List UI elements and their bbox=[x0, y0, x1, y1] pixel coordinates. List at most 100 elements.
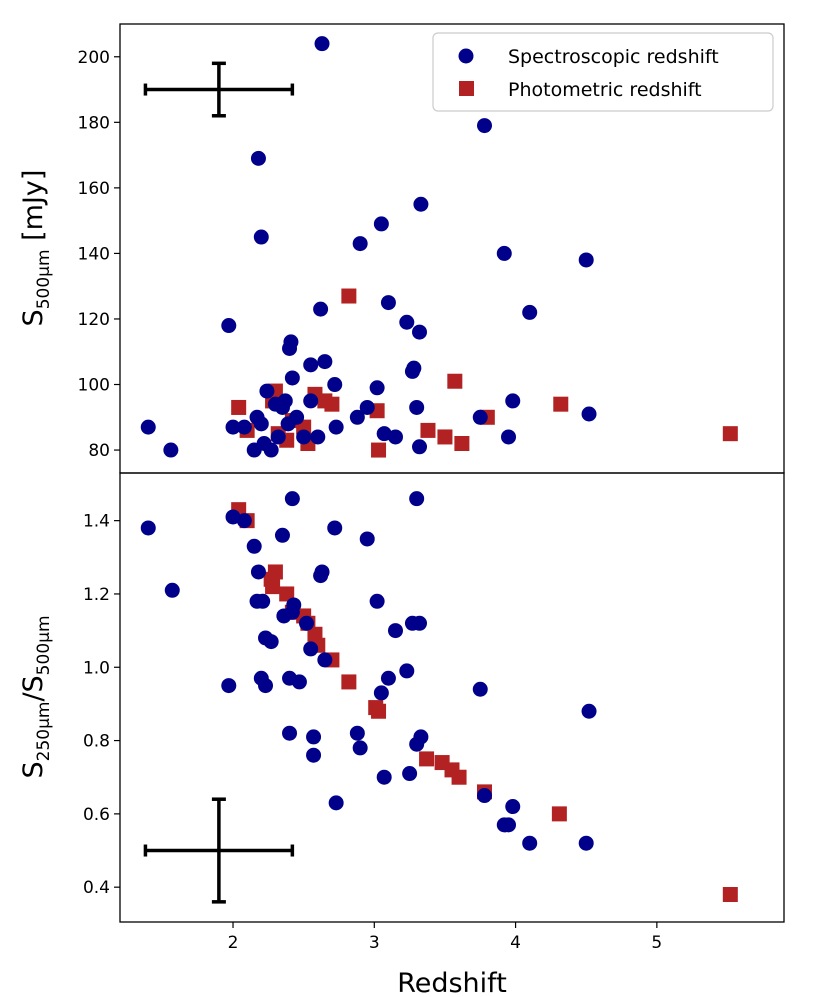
spectroscopic-point bbox=[581, 703, 597, 719]
y-tick-label: 140 bbox=[78, 244, 110, 264]
spectroscopic-point bbox=[140, 520, 156, 536]
legend-square-marker bbox=[459, 81, 474, 96]
photometric-point bbox=[279, 586, 295, 602]
spectroscopic-point bbox=[501, 817, 517, 833]
spectroscopic-point bbox=[413, 196, 429, 212]
spectroscopic-point bbox=[402, 766, 418, 782]
spectroscopic-point bbox=[306, 729, 322, 745]
spectroscopic-point bbox=[413, 729, 429, 745]
spectroscopic-point bbox=[289, 409, 305, 425]
spectroscopic-point bbox=[578, 835, 594, 851]
photometric-point bbox=[324, 396, 340, 412]
spectroscopic-point bbox=[310, 429, 326, 445]
y-tick-label: 120 bbox=[78, 310, 110, 330]
spectroscopic-point bbox=[255, 593, 271, 609]
spectroscopic-point bbox=[225, 509, 241, 525]
spectroscopic-point bbox=[387, 623, 403, 639]
photometric-point bbox=[553, 396, 569, 412]
spectroscopic-point bbox=[291, 674, 307, 690]
y-tick-label: 100 bbox=[78, 376, 110, 396]
spectroscopic-point bbox=[496, 245, 512, 261]
spectroscopic-point bbox=[236, 419, 252, 435]
photometric-point bbox=[231, 399, 247, 415]
bottom-plot-frame bbox=[119, 472, 785, 923]
spectroscopic-point bbox=[369, 593, 385, 609]
y-tick-label: 80 bbox=[88, 441, 110, 461]
spectroscopic-point bbox=[277, 393, 293, 409]
y-tick-label: 160 bbox=[78, 179, 110, 199]
spectroscopic-point bbox=[250, 564, 266, 580]
spectroscopic-point bbox=[476, 788, 492, 804]
bottom-y-axis-title: S250µm/S500µm bbox=[18, 615, 54, 778]
spectroscopic-point bbox=[406, 360, 422, 376]
spectroscopic-point bbox=[472, 681, 488, 697]
y-tick-label: 1.0 bbox=[83, 658, 110, 678]
spectroscopic-point bbox=[328, 795, 344, 811]
spectroscopic-point bbox=[317, 354, 333, 370]
photometric-point bbox=[437, 429, 453, 445]
y-tick-label: 0.6 bbox=[83, 805, 110, 825]
photometric-point bbox=[419, 751, 435, 767]
x-tick-label: 4 bbox=[510, 933, 521, 953]
y-tick-label: 0.8 bbox=[83, 732, 110, 752]
legend-label-photometric: Photometric redshift bbox=[508, 79, 702, 101]
spectroscopic-point bbox=[399, 314, 415, 330]
photometric-point bbox=[551, 806, 567, 822]
legend: Spectroscopic redshift Photometric redsh… bbox=[432, 32, 774, 112]
spectroscopic-point bbox=[327, 520, 343, 536]
spectroscopic-point bbox=[314, 564, 330, 580]
spectroscopic-point bbox=[578, 252, 594, 268]
spectroscopic-point bbox=[505, 393, 521, 409]
y-tick-label: 200 bbox=[78, 48, 110, 68]
spectroscopic-point bbox=[317, 652, 333, 668]
spectroscopic-point bbox=[140, 419, 156, 435]
photometric-point bbox=[267, 564, 283, 580]
spectroscopic-point bbox=[236, 513, 252, 529]
spectroscopic-point bbox=[225, 419, 241, 435]
spectroscopic-point bbox=[327, 377, 343, 393]
spectroscopic-point bbox=[476, 118, 492, 134]
spectroscopic-point bbox=[282, 725, 298, 741]
spectroscopic-point bbox=[303, 357, 319, 373]
top-y-axis-title: S500µm [mJy] bbox=[18, 170, 54, 327]
spectroscopic-point bbox=[409, 399, 425, 415]
spectroscopic-point bbox=[283, 334, 299, 350]
spectroscopic-point bbox=[373, 216, 389, 232]
spectroscopic-point bbox=[472, 409, 488, 425]
spectroscopic-point bbox=[164, 582, 180, 598]
spectroscopic-point bbox=[221, 678, 237, 694]
x-tick-label: 3 bbox=[369, 933, 380, 953]
spectroscopic-point bbox=[412, 615, 428, 631]
y-tick-label: 180 bbox=[78, 113, 110, 133]
spectroscopic-point bbox=[253, 416, 269, 432]
photometric-point bbox=[454, 436, 470, 452]
spectroscopic-point bbox=[259, 383, 275, 399]
legend-circle-marker bbox=[458, 48, 474, 64]
flux-panel: 80 100 120 140 160 180 200 Spectroscopic redsh… bbox=[18, 23, 785, 474]
spectroscopic-point bbox=[373, 685, 389, 701]
spectroscopic-point bbox=[380, 670, 396, 686]
photometric-point bbox=[420, 422, 436, 438]
spectroscopic-point bbox=[501, 429, 517, 445]
spectroscopic-point bbox=[387, 429, 403, 445]
spectroscopic-point bbox=[380, 295, 396, 311]
spectroscopic-point bbox=[349, 409, 365, 425]
spectroscopic-point bbox=[412, 324, 428, 340]
x-tick-label: 2 bbox=[228, 933, 239, 953]
spectroscopic-point bbox=[522, 835, 538, 851]
spectroscopic-point bbox=[369, 380, 385, 396]
spectroscopic-point bbox=[376, 426, 392, 442]
y-tick-label: 1.4 bbox=[83, 512, 110, 532]
spectroscopic-point bbox=[263, 634, 279, 650]
spectroscopic-point bbox=[409, 491, 425, 507]
x-tick-label: 5 bbox=[651, 933, 662, 953]
spectroscopic-point bbox=[313, 301, 329, 317]
ratio-panel: 0.4 0.6 0.8 1.0 1.2 1.4 2 3 4 5 S250µm/S500µm Re… bbox=[18, 472, 785, 997]
spectroscopic-point bbox=[349, 725, 365, 741]
spectroscopic-point bbox=[284, 370, 300, 386]
spectroscopic-point bbox=[505, 799, 521, 815]
bottom-error-bar bbox=[143, 797, 295, 904]
spectroscopic-point bbox=[581, 406, 597, 422]
photometric-point bbox=[722, 426, 738, 442]
spectroscopic-point bbox=[286, 597, 302, 613]
